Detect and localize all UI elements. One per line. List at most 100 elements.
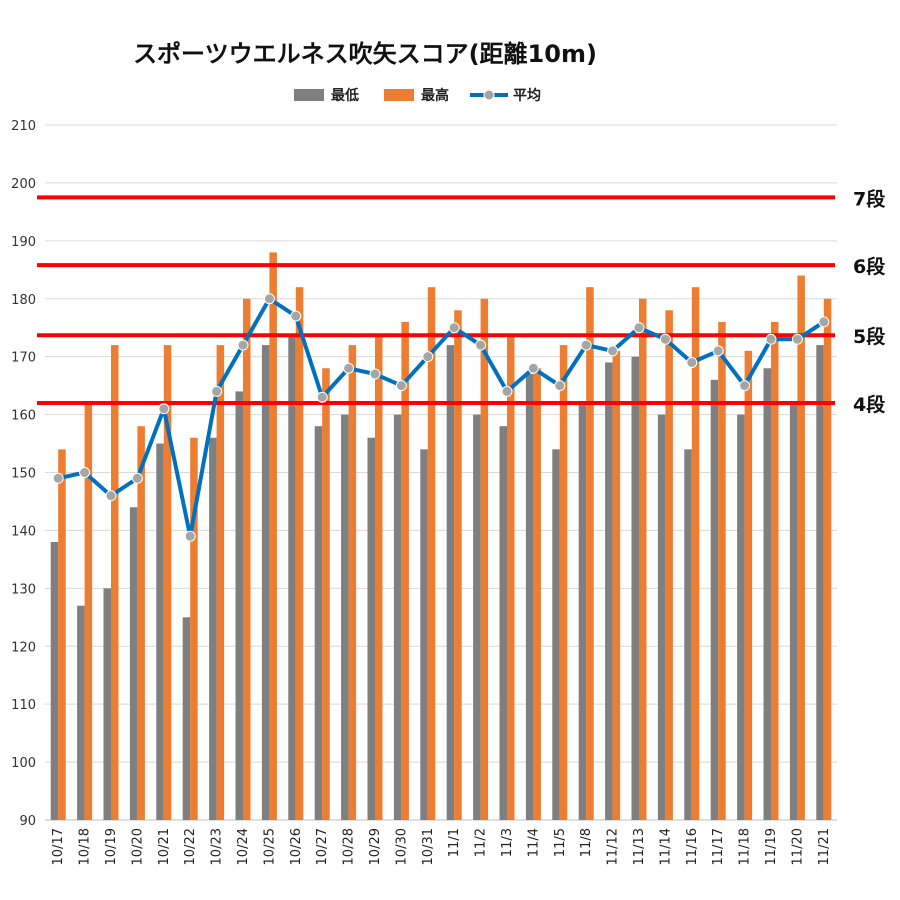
bar-min: [684, 449, 692, 820]
average-point: [712, 345, 724, 357]
x-tick-label: 11/8: [579, 828, 594, 857]
x-tick-label: 11/2: [474, 828, 489, 857]
y-tick-label: 150: [11, 467, 36, 482]
x-tick-label: 10/24: [236, 828, 251, 865]
legend-label-min: 最低: [331, 87, 359, 104]
average-point: [791, 333, 803, 345]
bar-max: [163, 345, 172, 820]
legend-swatch-max: [384, 89, 414, 101]
bar-min: [182, 617, 191, 820]
x-tick-label: 10/27: [315, 828, 330, 865]
average-point: [475, 339, 487, 351]
y-tick-label: 90: [19, 814, 36, 829]
average-point: [369, 368, 381, 380]
legend: 最低 最高 平均: [294, 87, 541, 104]
bar-min: [341, 414, 349, 820]
x-tick-label: 11/5: [553, 828, 568, 857]
average-point: [739, 380, 751, 392]
average-point: [184, 530, 196, 542]
bar-max: [401, 321, 409, 820]
average-point: [659, 333, 671, 345]
legend-label-max: 最高: [421, 87, 449, 104]
bar-max: [691, 287, 700, 821]
x-tick-label: 10/19: [104, 828, 119, 865]
average-point: [290, 310, 302, 322]
x-tick-label: 10/17: [51, 828, 66, 865]
y-tick-label: 100: [11, 756, 36, 771]
bar-min: [367, 437, 375, 820]
average-point: [343, 362, 355, 374]
x-tick-label: 10/25: [262, 828, 277, 865]
reference-line-label: 4段: [853, 393, 886, 416]
bar-max: [718, 321, 726, 820]
x-tick-label: 10/29: [368, 828, 383, 865]
bar-min: [446, 345, 455, 820]
y-tick-label: 190: [11, 235, 36, 250]
y-axis: 90 100 110 120 130 140 150 160 170 180 190 200 210: [11, 119, 837, 829]
average-point: [607, 345, 619, 357]
x-tick-label: 11/20: [790, 828, 805, 865]
bar-max: [586, 287, 594, 821]
bar-max: [348, 345, 357, 820]
y-tick-label: 120: [11, 640, 36, 655]
reference-lines: 7段 6段 5段 4段: [37, 187, 886, 416]
average-point: [395, 380, 407, 392]
bar-max: [771, 321, 779, 820]
bar-min: [235, 391, 243, 820]
x-tick-label: 11/14: [658, 828, 673, 865]
bar-max: [111, 345, 119, 820]
average-point: [422, 351, 434, 363]
average-point: [131, 472, 143, 484]
average-point: [237, 339, 249, 351]
x-axis: 10/17 10/18 10/19 10/20 10/21 10/22 10/23 10/24…: [51, 828, 832, 865]
legend-swatch-min: [294, 89, 324, 101]
bar-max: [137, 426, 145, 820]
x-tick-label: 11/16: [685, 828, 700, 865]
average-point: [818, 316, 830, 328]
x-tick-label: 10/18: [78, 828, 93, 865]
bar-min: [499, 426, 507, 820]
x-tick-label: 10/21: [157, 828, 172, 865]
bar-min: [605, 362, 613, 820]
average-point: [501, 385, 513, 397]
average-line: [52, 293, 830, 542]
bar-max: [612, 350, 621, 820]
bar-max: [665, 310, 673, 820]
bar-min: [525, 374, 534, 820]
x-tick-label: 10/23: [210, 828, 225, 865]
x-tick-label: 11/13: [632, 828, 647, 865]
bar-min: [789, 403, 798, 820]
bar-max: [84, 403, 93, 820]
bar-min: [631, 356, 639, 820]
y-tick-label: 130: [11, 582, 36, 597]
bar-min: [552, 449, 560, 820]
bar-min: [710, 379, 719, 820]
bar-max: [243, 298, 251, 820]
average-point: [580, 339, 592, 351]
bar-max: [375, 333, 383, 820]
bar-max: [639, 298, 647, 820]
x-tick-label: 10/26: [289, 828, 304, 865]
y-tick-label: 140: [11, 524, 36, 539]
bar-min: [288, 333, 296, 820]
bar-min: [77, 605, 85, 820]
bar-max: [295, 287, 304, 821]
x-tick-label: 10/22: [183, 828, 198, 865]
reference-line-label: 6段: [853, 255, 886, 278]
bar-min: [657, 414, 666, 820]
y-tick-label: 180: [11, 293, 36, 308]
bar-max: [269, 252, 277, 820]
x-tick-label: 11/4: [526, 828, 541, 857]
bar-min: [763, 368, 771, 820]
average-point: [211, 385, 223, 397]
bar-min: [473, 414, 481, 820]
x-tick-label: 11/18: [738, 828, 753, 865]
bar-max: [797, 275, 805, 820]
average-point: [686, 356, 698, 368]
bar-max: [507, 333, 515, 820]
legend-label-avg: 平均: [513, 87, 541, 104]
x-tick-label: 11/12: [606, 828, 621, 865]
bar-min: [816, 345, 824, 820]
average-point: [448, 322, 460, 334]
x-tick-label: 10/28: [342, 828, 357, 865]
